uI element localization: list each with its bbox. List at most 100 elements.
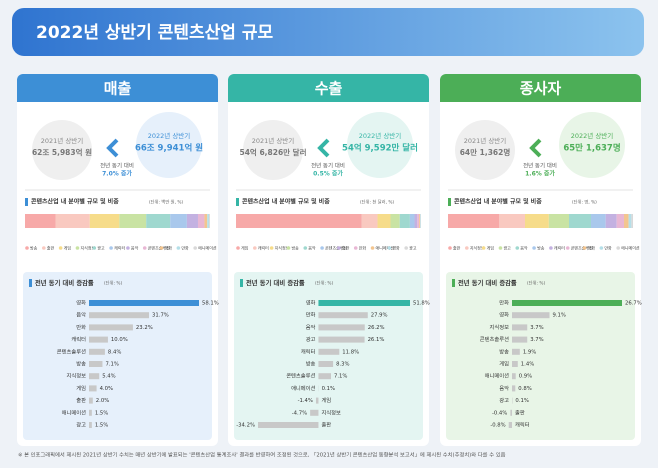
share-segment [569, 214, 591, 228]
composition-title: 콘텐츠산업 내 분야별 규모 및 비중 [31, 198, 119, 206]
category-label: 출판 [321, 421, 331, 429]
legend-swatch [160, 246, 164, 250]
share-segment [209, 214, 210, 228]
value-label: 1.4% [521, 362, 534, 368]
value-label: 8.4% [108, 349, 121, 355]
category-label: 콘텐츠솔루션 [480, 335, 509, 343]
legend-swatch [236, 246, 240, 250]
growth-bar [318, 312, 367, 318]
growth-bar [509, 422, 512, 428]
share-segment [617, 214, 624, 228]
legend-swatch [482, 246, 486, 250]
value-label: -1.4% [298, 398, 313, 404]
legend-swatch [76, 246, 80, 250]
category-label: 방송 [76, 360, 86, 368]
share-segment [390, 214, 399, 228]
category-label: 광고 [499, 397, 509, 404]
category-label: 게임 [76, 384, 86, 392]
legend-label: 광고 [97, 245, 105, 251]
panel-header-text: 종사자 [520, 80, 562, 98]
value-label: 26.2% [368, 325, 385, 331]
category-label: 게임 [499, 360, 509, 368]
category-label: 광고 [306, 336, 316, 343]
share-segment [549, 214, 569, 228]
legend-swatch [193, 246, 197, 250]
section-marker [448, 198, 451, 206]
value-label: 1.5% [95, 423, 108, 429]
current-value: 54억 9,592만 달러 [342, 143, 418, 154]
category-label: 출판 [76, 396, 86, 404]
value-label: 0.8% [518, 386, 531, 392]
category-label: 만화 [499, 299, 509, 307]
legend-swatch [109, 246, 113, 250]
category-label: 게임 [321, 396, 331, 404]
growth-unit: (단위: %) [527, 280, 545, 287]
legend-label: 캐릭터 [114, 245, 125, 251]
legend-label: 출판 [47, 245, 55, 251]
change-value: 0.5% 증가 [313, 170, 343, 178]
legend-swatch [92, 246, 96, 250]
share-segment [606, 214, 617, 228]
growth-bar [512, 349, 520, 355]
panel-header-text: 매출 [104, 80, 132, 98]
change-value: 7.0% 증가 [102, 170, 132, 178]
legend-label: 출판 [342, 245, 350, 251]
category-label: 영화 [76, 299, 86, 307]
value-label: 1.5% [95, 410, 108, 416]
legend-swatch [465, 246, 469, 250]
growth-bar [318, 337, 364, 343]
legend-swatch [303, 246, 307, 250]
section-marker [25, 198, 28, 206]
category-label: 지식정보 [67, 372, 87, 380]
growth-bar [258, 422, 318, 428]
footnote: ※ 본 인포그래픽에서 제시된 2021년 상반기 수치는 매년 상반기에 발표… [18, 451, 506, 459]
growth-bar [89, 337, 108, 343]
growth-bar [89, 398, 93, 404]
legend-swatch [532, 246, 536, 250]
value-label: 3.7% [530, 325, 543, 331]
category-label: 캐릭터 [71, 335, 86, 343]
growth-bar [310, 410, 318, 416]
growth-bar [89, 385, 97, 391]
category-label: 방송 [306, 360, 316, 368]
category-label: 애니메이션 [291, 384, 315, 392]
category-label: 콘텐츠솔루션 [286, 372, 315, 380]
legend-swatch [616, 246, 620, 250]
value-label: 26.1% [368, 337, 385, 343]
change-label: 전년 동기 대비 [523, 162, 557, 170]
growth-title: 전년 동기 대비 증감률 [246, 278, 305, 287]
current-label: 2022년 상반기 [571, 131, 614, 140]
legend-swatch [25, 246, 29, 250]
share-segment [119, 214, 146, 228]
value-label: 7.1% [105, 362, 118, 368]
share-segment [25, 214, 56, 228]
legend-label: 게임 [241, 245, 249, 251]
value-label: 26.7% [625, 301, 642, 307]
previous-label: 2021년 상반기 [41, 136, 84, 145]
growth-bar [89, 349, 105, 355]
growth-bar [89, 373, 99, 379]
value-label: 5.4% [102, 374, 115, 380]
share-segment [410, 214, 415, 228]
category-label: 캐릭터 [301, 347, 316, 355]
previous-value: 54억 6,826만 달러 [240, 147, 307, 157]
legend-swatch [177, 246, 181, 250]
growth-bar [512, 312, 549, 318]
growth-bar [512, 361, 518, 367]
legend-swatch [515, 246, 519, 250]
growth-title: 전년 동기 대비 증감률 [35, 278, 94, 287]
current-label: 2022년 상반기 [359, 131, 402, 140]
legend-swatch [59, 246, 63, 250]
category-label: 캐릭터 [515, 421, 530, 429]
change-value: 1.6% 증가 [525, 170, 555, 178]
share-segment [415, 214, 418, 228]
share-segment [198, 214, 204, 228]
growth-bar [318, 300, 410, 306]
composition-title: 콘텐츠산업 내 분야별 규모 및 비중 [454, 198, 542, 206]
title: 2022년 상반기 콘텐츠산업 규모 [36, 23, 273, 43]
category-label: 콘텐츠솔루션 [57, 347, 86, 355]
growth-unit: (단위: %) [315, 280, 333, 287]
legend-swatch [404, 246, 408, 250]
share-segment [624, 214, 629, 228]
share-segment [56, 214, 90, 228]
